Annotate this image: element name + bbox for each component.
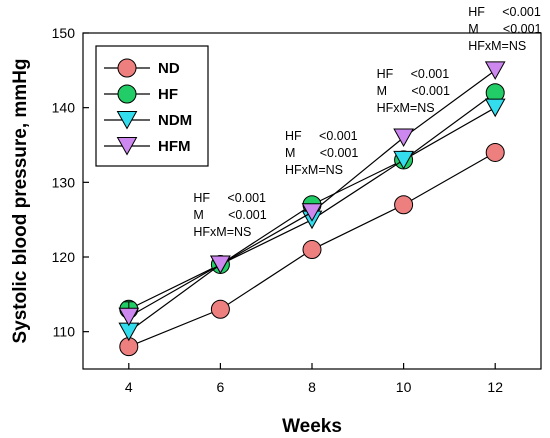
annotation-week-12: HF <0.001 M <0.001 HFxM=NS bbox=[468, 5, 541, 53]
legend-item-ndm: NDM bbox=[104, 111, 192, 130]
series-layer bbox=[118, 61, 506, 357]
annotation-week-10: HF <0.001 M <0.001 HFxM=NS bbox=[377, 67, 450, 115]
data-point-nd bbox=[302, 240, 322, 260]
y-tick-label: 130 bbox=[52, 174, 76, 190]
annotation-line: HFxM=NS bbox=[377, 101, 435, 115]
annotation-line: HFxM=NS bbox=[285, 163, 343, 177]
series-nd bbox=[119, 142, 505, 357]
legend-item-nd: ND bbox=[104, 58, 180, 78]
legend-item-hfm: HFM bbox=[104, 137, 191, 156]
data-point-hfm bbox=[393, 128, 414, 148]
y-tick-label: 110 bbox=[53, 324, 76, 340]
annotation-line: HFxM=NS bbox=[193, 225, 251, 239]
data-point-hfm bbox=[118, 307, 140, 327]
annotation-line: M <0.001 bbox=[285, 146, 358, 160]
legend: ND HF NDM HFM bbox=[95, 45, 209, 167]
y-tick-label: 140 bbox=[52, 100, 76, 116]
legend-label-ndm: NDM bbox=[158, 112, 192, 129]
legend-marker-ndm bbox=[116, 111, 138, 130]
annotation-line: M <0.001 bbox=[377, 84, 450, 98]
y-tick-label: 120 bbox=[52, 249, 76, 265]
legend-label-hfm: HFM bbox=[158, 138, 191, 155]
x-tick-label: 12 bbox=[487, 379, 503, 395]
x-tick-label: 4 bbox=[125, 379, 133, 395]
data-point-ndm bbox=[484, 98, 506, 118]
data-point-nd bbox=[485, 142, 505, 162]
annotation-line: HFxM=NS bbox=[468, 39, 526, 53]
annotation-line: HF <0.001 bbox=[468, 5, 541, 19]
annotation-week-8: HF <0.001 M <0.001 HFxM=NS bbox=[285, 129, 358, 177]
y-axis-title: Systolic blood pressure, mmHg bbox=[10, 58, 31, 343]
data-point-hfm bbox=[484, 61, 506, 80]
legend-label-hf: HF bbox=[158, 86, 178, 103]
series-hfm bbox=[118, 61, 506, 327]
data-point-hfm bbox=[301, 203, 323, 222]
legend-marker-nd bbox=[117, 58, 137, 78]
x-tick-label: 6 bbox=[217, 379, 225, 395]
x-tick-label: 8 bbox=[308, 379, 316, 395]
y-tick-label: 150 bbox=[52, 25, 76, 41]
x-axis-title: Weeks bbox=[282, 416, 342, 437]
annotation-line: HF <0.001 bbox=[377, 67, 450, 81]
annotation-week-6: HF <0.001 M <0.001 HFxM=NS bbox=[193, 191, 266, 239]
legend-item-hf: HF bbox=[104, 84, 178, 104]
y-axis: 110 120 130 140 150 bbox=[52, 25, 89, 340]
data-point-hfm bbox=[210, 255, 231, 274]
legend-label-nd: ND bbox=[158, 60, 180, 77]
data-point-nd bbox=[210, 299, 230, 319]
annotation-line: HF <0.001 bbox=[285, 129, 358, 143]
legend-marker-hf bbox=[117, 84, 137, 104]
x-axis: 4 6 8 10 12 bbox=[125, 363, 503, 395]
annotation-line: M <0.001 bbox=[468, 22, 541, 36]
data-point-nd bbox=[394, 195, 414, 215]
annotation-line: HF <0.001 bbox=[193, 191, 266, 205]
legend-marker-hfm bbox=[116, 137, 138, 156]
annotation-line: M <0.001 bbox=[193, 208, 266, 222]
annotations: HF <0.001 M <0.001 HFxM=NS HF <0.001 M <0.00… bbox=[193, 5, 541, 239]
data-point-ndm bbox=[393, 150, 414, 170]
legend-box bbox=[95, 45, 209, 167]
x-tick-label: 10 bbox=[396, 379, 412, 395]
